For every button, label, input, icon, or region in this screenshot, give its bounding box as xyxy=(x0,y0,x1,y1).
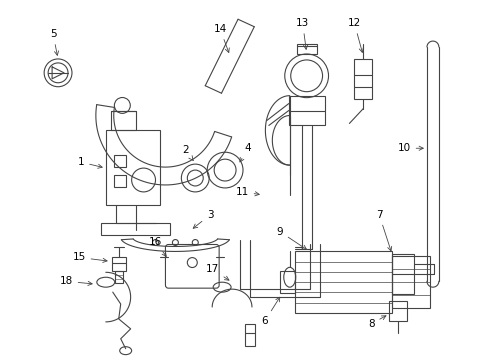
Text: 17: 17 xyxy=(205,264,228,280)
Bar xyxy=(391,256,429,308)
Text: 15: 15 xyxy=(72,252,107,262)
Bar xyxy=(115,271,122,283)
Text: 11: 11 xyxy=(235,187,259,197)
Text: 2: 2 xyxy=(182,145,193,161)
Text: 6: 6 xyxy=(261,297,279,326)
Text: 8: 8 xyxy=(367,316,385,329)
Text: 9: 9 xyxy=(276,226,306,249)
Bar xyxy=(279,271,294,293)
Bar xyxy=(296,44,316,54)
Text: 5: 5 xyxy=(50,29,59,55)
Bar xyxy=(288,96,324,125)
Bar xyxy=(114,155,125,167)
Bar xyxy=(101,223,170,235)
Bar xyxy=(354,59,371,99)
Bar xyxy=(112,257,125,271)
Bar xyxy=(244,324,254,346)
Text: 7: 7 xyxy=(375,210,391,251)
Bar xyxy=(114,175,125,187)
Text: 18: 18 xyxy=(59,276,92,286)
Text: 16: 16 xyxy=(148,237,166,256)
Text: 10: 10 xyxy=(397,143,423,153)
Text: 4: 4 xyxy=(240,143,251,162)
Bar xyxy=(294,251,391,313)
Bar xyxy=(388,301,406,321)
Bar xyxy=(111,111,135,130)
Text: 13: 13 xyxy=(295,18,309,49)
Text: 14: 14 xyxy=(213,24,229,53)
Text: 12: 12 xyxy=(347,18,363,53)
Bar xyxy=(105,130,160,205)
Text: 1: 1 xyxy=(78,157,102,168)
Text: 3: 3 xyxy=(193,210,213,228)
Bar xyxy=(391,255,413,294)
